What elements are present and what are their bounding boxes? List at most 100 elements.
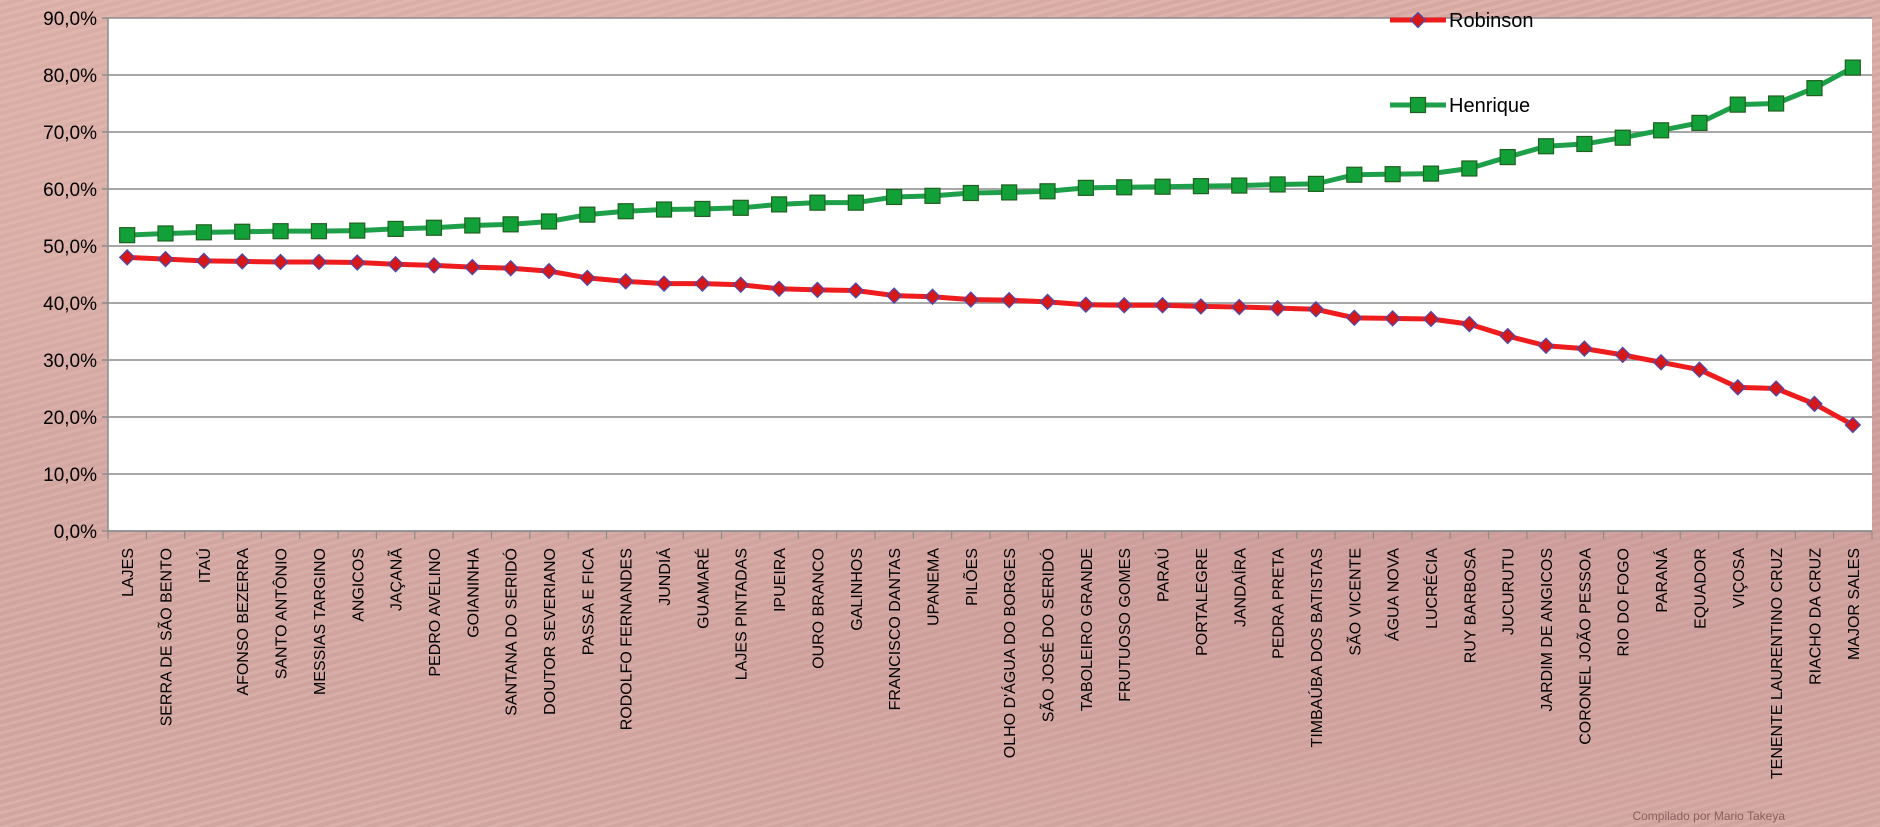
data-point (885, 287, 903, 304)
data-point (1614, 129, 1631, 146)
data-point (809, 194, 826, 211)
data-point (157, 250, 174, 268)
data-point (847, 282, 865, 299)
data-point (655, 275, 673, 292)
data-point (1345, 309, 1363, 327)
x-tick-label: PILÕES (961, 548, 981, 606)
y-tick-label: 60,0% (43, 180, 97, 201)
x-tick-label: PASSA E FICA (580, 548, 597, 656)
data-point (1499, 327, 1517, 345)
data-point (234, 223, 251, 240)
legend-label: Henrique (1449, 95, 1530, 117)
data-point (387, 220, 404, 237)
data-point (425, 257, 443, 274)
data-point (195, 224, 212, 241)
x-tick-label: JUCURUTU (1501, 548, 1518, 635)
data-point (1422, 310, 1440, 328)
data-point (1115, 296, 1133, 314)
data-point (1154, 296, 1171, 314)
data-point (1806, 395, 1823, 413)
data-point (1269, 176, 1286, 193)
x-tick-label: SANTO ANTÔNIO (272, 548, 291, 679)
x-tick-label: JAÇANÃ (386, 548, 406, 611)
data-point (1077, 296, 1095, 314)
data-point (118, 249, 136, 266)
data-point (1729, 379, 1747, 396)
x-tick-label: MESSIAS TARGINO (312, 548, 329, 695)
data-point (502, 216, 519, 233)
x-tick-label: OURO BRANCO (810, 548, 827, 669)
data-point (962, 184, 979, 202)
x-tick-label: OLHO D'ÁGUA DO BORGES (1000, 548, 1019, 758)
y-tick-label: 90,0% (43, 9, 97, 30)
data-point (310, 253, 328, 271)
data-point (1806, 80, 1823, 97)
x-tick-label: MAJOR SALES (1846, 548, 1863, 660)
data-point (1000, 291, 1018, 309)
data-point (579, 206, 596, 223)
x-tick-label: SERRA DE SÃO BENTO (156, 548, 176, 726)
data-point (1269, 299, 1286, 317)
y-tick-label: 30,0% (43, 351, 97, 372)
data-point (1691, 114, 1708, 131)
data-point (1039, 293, 1056, 311)
legend-item-henrique: Henrique (1390, 95, 1530, 117)
x-tick-label: JARDIM DE ANGICOS (1539, 548, 1556, 712)
x-tick-label: DOUTOR SEVERIANO (542, 548, 559, 715)
data-point (1460, 315, 1478, 333)
data-point (732, 276, 750, 294)
x-tick-label: ITAÚ (195, 548, 214, 583)
data-point (1192, 298, 1210, 315)
x-axis-tick-labels: LAJES SERRA DE SÃO BENTO ITAÚ AFONSO BEZERR… (120, 548, 1863, 779)
x-tick-label: JANDAÍRA (1230, 548, 1249, 627)
data-point (886, 188, 903, 206)
data-point (1346, 166, 1363, 183)
data-point (310, 223, 328, 240)
data-point (1499, 148, 1516, 166)
series-line (127, 254, 1855, 428)
plot-area (108, 18, 1872, 531)
x-tick-label: CORONEL JOÃO PESSOA (1574, 548, 1594, 745)
axes (107, 18, 1873, 539)
x-tick-label: AFONSO BEZERRA (235, 548, 252, 696)
data-point (272, 223, 289, 240)
data-point (1001, 184, 1018, 201)
data-point (1461, 160, 1478, 177)
data-series (118, 59, 1862, 434)
data-point (1307, 300, 1325, 318)
data-point (1691, 361, 1708, 379)
y-tick-label: 10,0% (43, 465, 97, 486)
x-tick-label: GALINHOS (849, 548, 866, 631)
x-tick-label: TENENTE LAURENTINO CRUZ (1769, 548, 1786, 779)
data-point (578, 269, 596, 287)
x-tick-label: PORTALEGRE (1194, 548, 1211, 656)
x-tick-label: PEDRO AVELINO (427, 548, 444, 677)
x-tick-label: FRUTUOSO GOMES (1117, 548, 1134, 702)
x-tick-label: RUY BARBOSA (1462, 548, 1479, 664)
data-point (694, 275, 711, 292)
data-point (847, 194, 864, 211)
legend-item-robinson: Robinson (1390, 10, 1534, 32)
credit-text: Compilado por Mario Takeya (1632, 809, 1785, 823)
y-tick-label: 70,0% (43, 123, 97, 144)
data-point (1422, 165, 1440, 182)
series-line (127, 65, 1855, 238)
legend-label: Robinson (1449, 10, 1534, 32)
x-tick-label: TIMBAÚBA DOS BATISTAS (1307, 548, 1326, 747)
data-point (233, 253, 251, 270)
data-point (387, 255, 404, 273)
x-tick-label: LAJES PINTADAS (734, 548, 751, 680)
x-tick-label: PARAÚ (1154, 548, 1173, 602)
data-point (1844, 416, 1862, 434)
x-tick-label: RODOLFO FERNANDES (619, 548, 636, 730)
data-point (1614, 346, 1632, 364)
data-point (1767, 380, 1785, 397)
data-point (1192, 178, 1210, 195)
series-henrique (119, 59, 1861, 244)
data-point (1652, 122, 1670, 139)
y-tick-label: 20,0% (43, 408, 97, 429)
data-point (1384, 310, 1402, 327)
y-tick-label: 80,0% (43, 66, 97, 87)
data-point (1576, 340, 1593, 357)
data-point (349, 222, 366, 239)
